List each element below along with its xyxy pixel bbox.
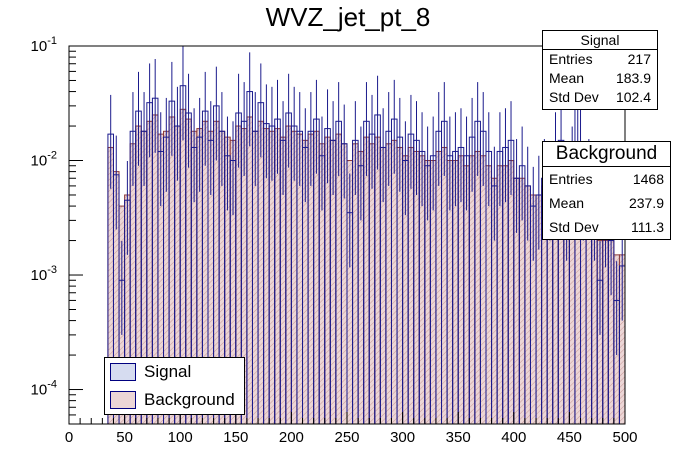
background-bin — [474, 150, 481, 425]
background-bin — [313, 130, 320, 425]
background-bin — [246, 116, 253, 425]
x-tick-label: 0 — [65, 429, 73, 446]
background-bin — [374, 136, 381, 425]
signal-stats-title: Signal — [543, 31, 657, 50]
signal-stats-box: Signal Entries 217 Mean 183.9 Std Dev 10… — [542, 30, 658, 110]
signal-stats-row: Mean 183.9 — [543, 69, 657, 88]
x-tick-label: 50 — [116, 429, 133, 446]
x-axis: 0 50 100 150 200 250 300 350 400 450 500 — [65, 412, 638, 446]
legend-label-signal: Signal — [144, 362, 192, 381]
background-bin — [335, 133, 342, 425]
stat-value: 1468 — [632, 171, 664, 187]
legend-label-background: Background — [144, 390, 235, 409]
background-stats-row: Mean 237.9 — [543, 191, 670, 215]
background-bin — [502, 165, 509, 425]
background-stats-title: Background — [543, 142, 670, 167]
background-bin — [407, 146, 415, 425]
background-bin — [435, 150, 443, 425]
background-stats-row: Entries 1468 — [543, 167, 670, 191]
x-tick-label: 400 — [501, 429, 526, 446]
stat-value: 237.9 — [628, 195, 664, 211]
background-stats-row: Std Dev 111.3 — [543, 215, 670, 239]
x-tick-label: 500 — [612, 429, 637, 446]
y-tick-label: 10-1 — [31, 35, 57, 55]
stat-label: Entries — [549, 51, 593, 67]
background-bin — [507, 160, 515, 425]
stat-label: Std Dev — [549, 219, 599, 235]
background-bin — [390, 139, 398, 425]
x-tick-label: 100 — [168, 429, 193, 446]
background-bin — [602, 240, 609, 425]
stat-label: Mean — [549, 70, 585, 86]
x-tick-label: 300 — [390, 429, 415, 446]
signal-stats-row: Std Dev 102.4 — [543, 88, 657, 107]
y-tick-label: 10-4 — [31, 379, 57, 399]
background-bin — [441, 146, 448, 425]
x-tick-label: 250 — [334, 429, 359, 446]
background-bin — [468, 155, 476, 425]
signal-stats-row: Entries 217 — [543, 50, 657, 69]
background-bin — [479, 155, 487, 425]
background-bin — [257, 120, 265, 425]
stat-label: Std Dev — [549, 89, 599, 105]
background-stats-box: Background Entries 1468 Mean 237.9 Std D… — [542, 141, 671, 240]
y-axis: 10-4 10-3 10-2 10-1 — [31, 35, 83, 425]
legend-entry-background: Background — [105, 386, 244, 414]
background-bin — [285, 125, 292, 425]
x-tick-label: 200 — [279, 429, 304, 446]
stat-value: 102.4 — [615, 89, 651, 105]
y-tick-label: 10-2 — [31, 150, 57, 170]
legend: Signal Background — [104, 357, 245, 415]
x-tick-label: 150 — [223, 429, 248, 446]
x-tick-label: 350 — [446, 429, 471, 446]
chart-title: WVZ_jet_pt_8 — [265, 2, 431, 32]
x-tick-label: 450 — [557, 429, 582, 446]
stat-label: Entries — [549, 171, 593, 187]
stat-label: Mean — [549, 195, 585, 211]
stat-value: 183.9 — [615, 70, 651, 86]
y-tick-label: 10-3 — [31, 264, 57, 284]
legend-swatch-background — [110, 391, 136, 409]
background-bin — [363, 136, 370, 425]
stat-value: 111.3 — [631, 219, 664, 235]
legend-swatch-signal — [110, 363, 136, 381]
legend-entry-signal: Signal — [105, 358, 244, 386]
stat-value: 217 — [627, 51, 651, 67]
